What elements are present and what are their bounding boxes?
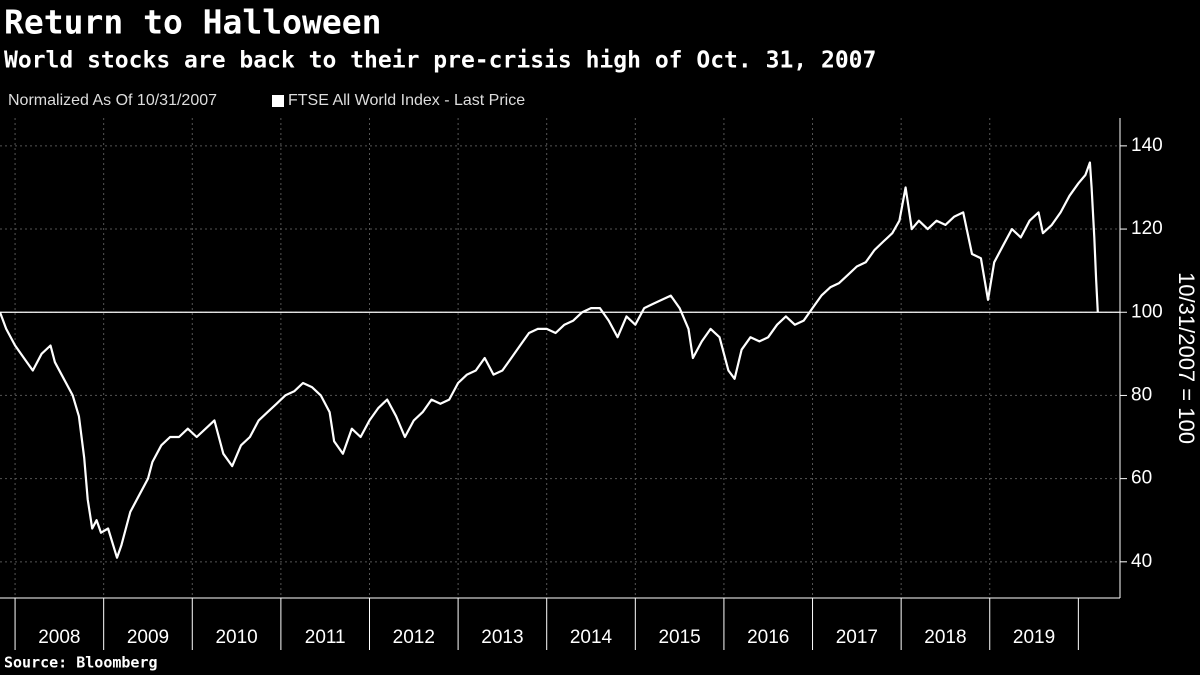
y-tick-label: 120 — [1131, 218, 1163, 239]
y-tick-label: 80 — [1131, 384, 1152, 405]
legend-label: FTSE All World Index - Last Price — [288, 92, 525, 109]
x-tick-label: 2014 — [570, 627, 613, 648]
legend-note: Normalized As Of 10/31/2007 — [8, 92, 217, 109]
y-tick-label: 60 — [1131, 468, 1152, 489]
x-tick-label: 2019 — [1013, 627, 1055, 648]
x-tick-label: 2009 — [127, 627, 169, 648]
y-tick-label: 100 — [1131, 301, 1163, 322]
x-tick-label: 2018 — [924, 627, 966, 648]
x-tick-label: 2015 — [658, 627, 700, 648]
series-line — [0, 161, 1099, 559]
x-tick-label: 2011 — [305, 627, 346, 648]
legend-swatch — [272, 95, 284, 107]
x-tick-label: 2010 — [215, 627, 257, 648]
source: Source: Bloomberg — [4, 654, 158, 672]
x-tick-label: 2012 — [393, 627, 435, 648]
chart-subtitle: World stocks are back to their pre-crisi… — [4, 48, 876, 74]
y-axis-label: 10/31/2007 = 100 — [1174, 272, 1199, 444]
y-tick-label: 40 — [1131, 551, 1152, 572]
y-tick-label: 140 — [1131, 135, 1163, 156]
x-tick-label: 2008 — [38, 627, 80, 648]
x-tick-label: 2013 — [481, 627, 523, 648]
chart-title: Return to Halloween — [4, 3, 382, 42]
x-tick-label: 2016 — [747, 627, 789, 648]
x-tick-label: 2017 — [836, 627, 878, 648]
